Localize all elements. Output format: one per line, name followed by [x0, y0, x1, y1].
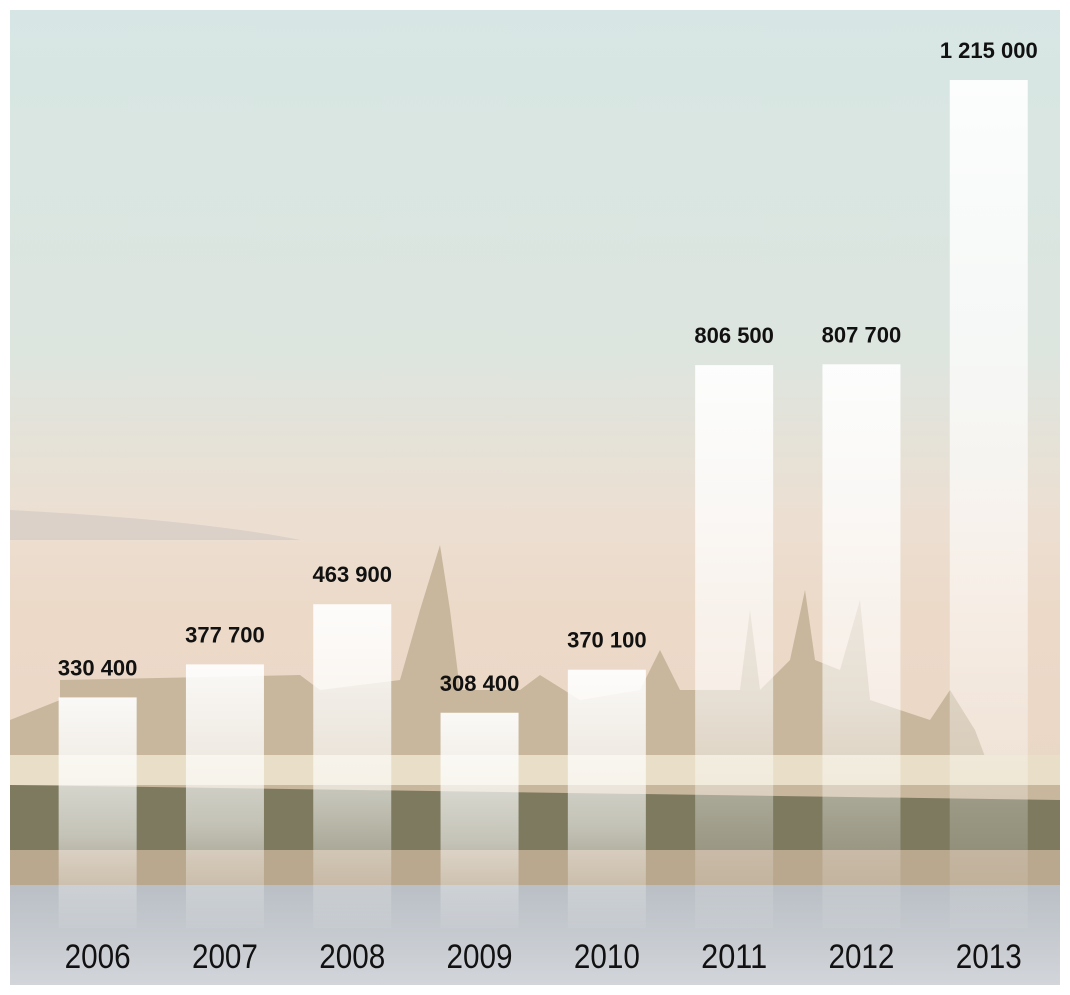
value-label: 370 100	[567, 628, 647, 653]
value-label: 806 500	[694, 323, 774, 348]
value-label: 807 700	[822, 322, 902, 347]
bar	[313, 604, 391, 928]
x-tick-label: 2006	[65, 938, 131, 976]
background-photo	[10, 10, 1060, 985]
bar	[695, 365, 773, 928]
bar	[59, 697, 137, 928]
x-tick-label: 2010	[574, 938, 640, 976]
bar	[950, 80, 1028, 928]
value-label: 463 900	[312, 562, 392, 587]
chart: 330 400 2006 377 700 2007 463 900 2008 308 400…	[0, 0, 1070, 995]
x-tick-label: 2011	[701, 938, 767, 976]
bar	[441, 713, 519, 928]
value-label: 308 400	[440, 671, 520, 696]
x-tick-label: 2008	[319, 938, 385, 976]
bar	[568, 670, 646, 928]
value-label: 1 215 000	[940, 38, 1038, 63]
bar	[186, 664, 264, 928]
x-tick-label: 2007	[192, 938, 258, 976]
value-label: 377 700	[185, 622, 265, 647]
value-label: 330 400	[58, 655, 138, 680]
x-tick-label: 2013	[956, 938, 1022, 976]
x-tick-label: 2012	[828, 938, 894, 976]
x-tick-label: 2009	[447, 938, 513, 976]
page: {"chart_data": {"type": "bar", "categori…	[0, 0, 1070, 995]
bar	[822, 364, 900, 928]
